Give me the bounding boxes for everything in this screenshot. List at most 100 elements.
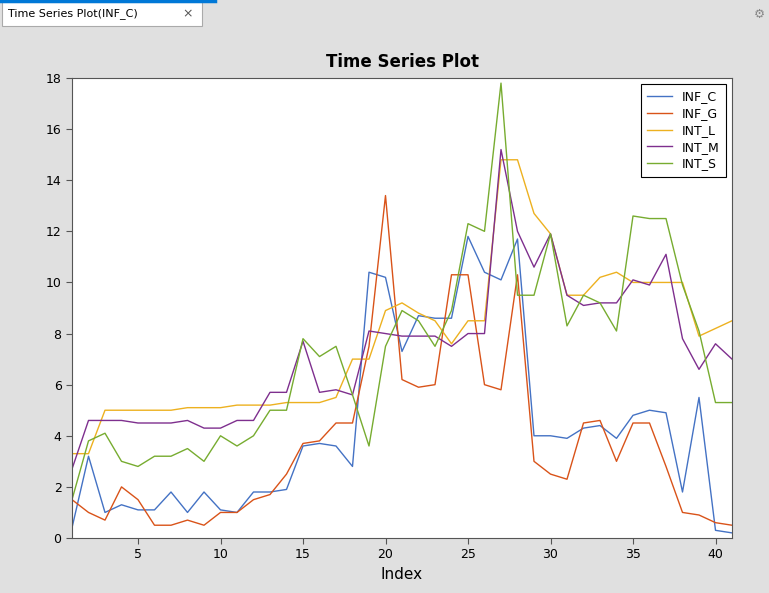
INT_L xyxy=(315,399,324,406)
INT_L xyxy=(298,399,308,406)
INT_L xyxy=(447,340,456,347)
INF_G xyxy=(480,381,489,388)
INT_L xyxy=(661,279,671,286)
INF_G xyxy=(298,440,308,447)
INF_C xyxy=(431,315,440,322)
INF_C xyxy=(661,409,671,416)
INT_M xyxy=(133,419,142,426)
INF_G xyxy=(398,376,407,383)
INF_G xyxy=(315,437,324,444)
INF_C xyxy=(414,312,423,319)
INF_C xyxy=(447,315,456,322)
INF_C xyxy=(645,407,654,414)
INT_M xyxy=(513,228,522,235)
INF_C xyxy=(480,269,489,276)
INT_S xyxy=(562,323,571,330)
INT_L xyxy=(381,307,390,314)
INT_M xyxy=(645,282,654,289)
INT_S xyxy=(68,496,77,503)
INT_S xyxy=(315,353,324,360)
INF_G xyxy=(381,192,390,199)
INT_L xyxy=(232,401,241,409)
INT_S xyxy=(414,317,423,324)
INT_S xyxy=(595,299,604,307)
INF_G xyxy=(661,463,671,470)
INF_C xyxy=(282,486,291,493)
INT_M xyxy=(595,299,604,307)
INF_G xyxy=(562,476,571,483)
INF_G xyxy=(414,384,423,391)
INT_M xyxy=(117,417,126,424)
INT_L xyxy=(595,274,604,281)
INF_C xyxy=(249,489,258,496)
INT_S xyxy=(282,407,291,414)
INT_L xyxy=(579,292,588,299)
INT_L xyxy=(711,325,720,332)
INF_G xyxy=(199,522,208,529)
INT_L xyxy=(398,299,407,307)
INT_S xyxy=(464,220,473,227)
INT_S xyxy=(727,399,737,406)
INF_G xyxy=(348,419,357,426)
INF_C xyxy=(678,489,687,496)
INT_S xyxy=(232,442,241,449)
INT_M xyxy=(562,292,571,299)
INF_G xyxy=(711,519,720,526)
INT_M xyxy=(398,333,407,340)
INF_C xyxy=(216,506,225,514)
INT_M xyxy=(464,330,473,337)
INT_L xyxy=(546,230,555,237)
INT_M xyxy=(216,425,225,432)
INT_S xyxy=(529,292,538,299)
Text: ×: × xyxy=(183,8,193,21)
INF_C xyxy=(381,274,390,281)
INF_C xyxy=(166,489,175,496)
INT_M xyxy=(711,340,720,347)
INT_L xyxy=(431,317,440,324)
INT_M xyxy=(381,330,390,337)
INF_G xyxy=(166,522,175,529)
INF_G xyxy=(628,419,638,426)
INF_C xyxy=(265,489,275,496)
INT_L xyxy=(628,279,638,286)
INT_S xyxy=(661,215,671,222)
INT_S xyxy=(183,445,192,452)
INT_M xyxy=(496,146,505,153)
INT_M xyxy=(84,417,93,424)
INT_S xyxy=(645,215,654,222)
INT_L xyxy=(166,407,175,414)
INT_S xyxy=(694,327,704,334)
INT_M xyxy=(678,335,687,342)
INF_G xyxy=(117,483,126,490)
Line: INF_C: INF_C xyxy=(72,237,732,533)
INT_M xyxy=(694,366,704,373)
INT_M xyxy=(447,343,456,350)
INT_S xyxy=(398,307,407,314)
INT_S xyxy=(101,430,110,437)
INT_M xyxy=(232,417,241,424)
INF_C xyxy=(199,489,208,496)
INT_S xyxy=(117,458,126,465)
INF_C xyxy=(232,509,241,516)
INF_G xyxy=(249,496,258,503)
INT_S xyxy=(298,335,308,342)
INF_C xyxy=(694,394,704,401)
Legend: INF_C, INF_G, INT_L, INT_M, INT_S: INF_C, INF_G, INT_L, INT_M, INT_S xyxy=(641,84,726,177)
INF_G xyxy=(645,419,654,426)
INF_G xyxy=(331,419,341,426)
INT_M xyxy=(628,276,638,283)
INF_C xyxy=(150,506,159,514)
INF_C xyxy=(68,524,77,531)
INT_S xyxy=(711,399,720,406)
INT_L xyxy=(496,156,505,163)
INF_G xyxy=(513,271,522,278)
INF_C xyxy=(711,527,720,534)
INT_M xyxy=(68,466,77,473)
INT_M xyxy=(348,391,357,398)
INT_L xyxy=(694,333,704,340)
INF_C xyxy=(398,348,407,355)
Line: INT_L: INT_L xyxy=(72,160,732,454)
INT_L xyxy=(612,269,621,276)
INF_G xyxy=(546,471,555,478)
INT_L xyxy=(68,450,77,457)
